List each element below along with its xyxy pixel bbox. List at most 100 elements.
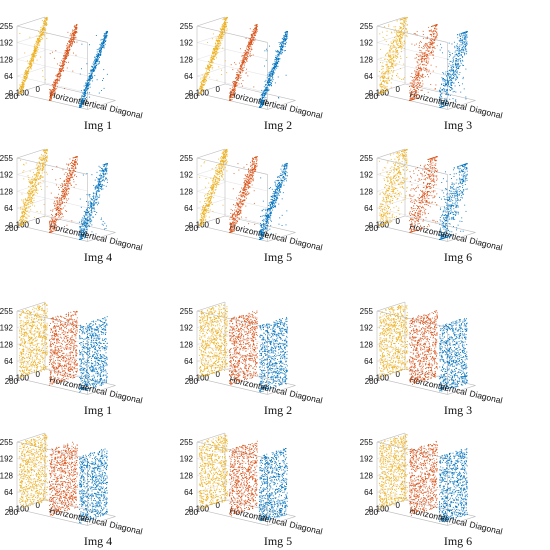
point bbox=[426, 50, 427, 51]
point bbox=[445, 91, 446, 92]
point bbox=[234, 94, 235, 95]
point bbox=[419, 78, 420, 79]
point bbox=[390, 73, 391, 74]
point bbox=[30, 193, 31, 194]
point bbox=[277, 51, 278, 52]
point bbox=[394, 40, 395, 41]
point bbox=[282, 47, 283, 48]
point bbox=[416, 67, 417, 68]
point bbox=[230, 91, 231, 92]
point bbox=[389, 62, 390, 63]
point bbox=[240, 48, 241, 49]
point bbox=[391, 45, 392, 46]
point bbox=[233, 90, 234, 91]
point bbox=[434, 42, 435, 43]
point bbox=[437, 34, 438, 35]
point bbox=[42, 38, 43, 39]
point bbox=[89, 73, 90, 74]
point bbox=[466, 35, 467, 36]
point bbox=[457, 37, 458, 38]
point bbox=[22, 224, 23, 225]
point bbox=[450, 55, 451, 56]
point bbox=[35, 45, 36, 46]
point bbox=[205, 68, 206, 69]
point bbox=[226, 18, 227, 19]
point bbox=[451, 75, 452, 76]
point bbox=[238, 78, 239, 79]
point bbox=[431, 40, 432, 41]
point bbox=[218, 66, 219, 67]
point bbox=[412, 83, 413, 84]
point bbox=[463, 78, 464, 79]
point bbox=[85, 83, 86, 84]
point bbox=[30, 66, 31, 67]
point bbox=[22, 220, 23, 221]
point bbox=[419, 77, 420, 78]
point bbox=[28, 67, 29, 68]
point bbox=[445, 74, 446, 75]
point bbox=[398, 36, 399, 37]
point bbox=[448, 95, 449, 96]
point bbox=[285, 40, 286, 41]
point bbox=[268, 81, 269, 82]
point bbox=[218, 44, 219, 45]
point bbox=[29, 216, 30, 217]
point bbox=[395, 26, 396, 27]
point bbox=[79, 105, 80, 106]
point bbox=[406, 18, 407, 19]
point bbox=[203, 89, 204, 90]
point bbox=[465, 32, 466, 33]
point bbox=[240, 69, 241, 70]
point bbox=[201, 87, 202, 88]
point bbox=[41, 160, 42, 161]
z-grid-line bbox=[377, 43, 448, 59]
point bbox=[459, 40, 460, 41]
point bbox=[383, 66, 384, 67]
point bbox=[28, 207, 29, 208]
point bbox=[30, 182, 31, 183]
point bbox=[94, 65, 95, 66]
point bbox=[283, 35, 284, 36]
point bbox=[386, 62, 387, 63]
point bbox=[105, 44, 106, 45]
point bbox=[232, 82, 233, 83]
point bbox=[222, 35, 223, 36]
point bbox=[63, 58, 64, 59]
point bbox=[31, 193, 32, 194]
point bbox=[30, 203, 31, 204]
point bbox=[22, 213, 23, 214]
point bbox=[385, 55, 386, 56]
point bbox=[246, 38, 247, 39]
point bbox=[439, 107, 440, 108]
point bbox=[54, 85, 55, 86]
point bbox=[386, 35, 387, 36]
point bbox=[20, 224, 21, 225]
point bbox=[418, 59, 419, 60]
point bbox=[23, 80, 24, 81]
point bbox=[284, 50, 285, 51]
point bbox=[400, 32, 401, 33]
point bbox=[35, 179, 36, 180]
point bbox=[274, 72, 275, 73]
point bbox=[411, 91, 412, 92]
point bbox=[53, 91, 54, 92]
point bbox=[439, 105, 440, 106]
point bbox=[267, 77, 268, 78]
point bbox=[449, 89, 450, 90]
point bbox=[86, 63, 87, 64]
point bbox=[19, 92, 20, 93]
point bbox=[286, 38, 287, 39]
point bbox=[411, 73, 412, 74]
point bbox=[388, 69, 389, 70]
point bbox=[459, 85, 460, 86]
point bbox=[229, 98, 230, 99]
point bbox=[218, 40, 219, 41]
point bbox=[419, 80, 420, 81]
point bbox=[80, 105, 81, 106]
point bbox=[451, 70, 452, 71]
point bbox=[452, 70, 453, 71]
point bbox=[36, 53, 37, 54]
point bbox=[285, 36, 286, 37]
point bbox=[462, 52, 463, 53]
point bbox=[435, 84, 436, 85]
